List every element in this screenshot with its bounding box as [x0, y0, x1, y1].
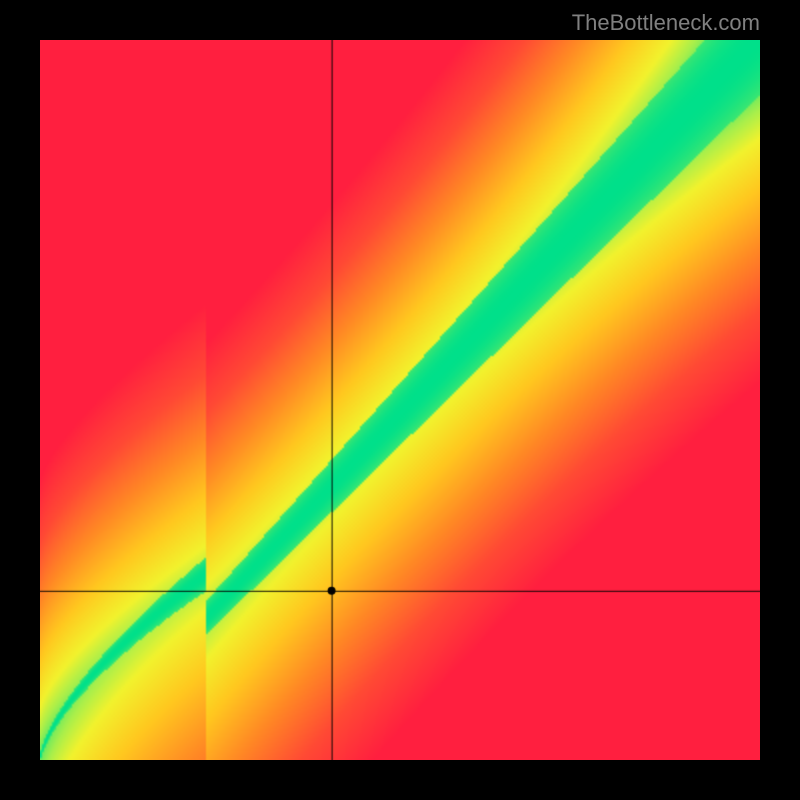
- watermark-text: TheBottleneck.com: [572, 10, 760, 36]
- crosshair-overlay: [40, 40, 760, 760]
- bottleneck-heatmap: [40, 40, 760, 760]
